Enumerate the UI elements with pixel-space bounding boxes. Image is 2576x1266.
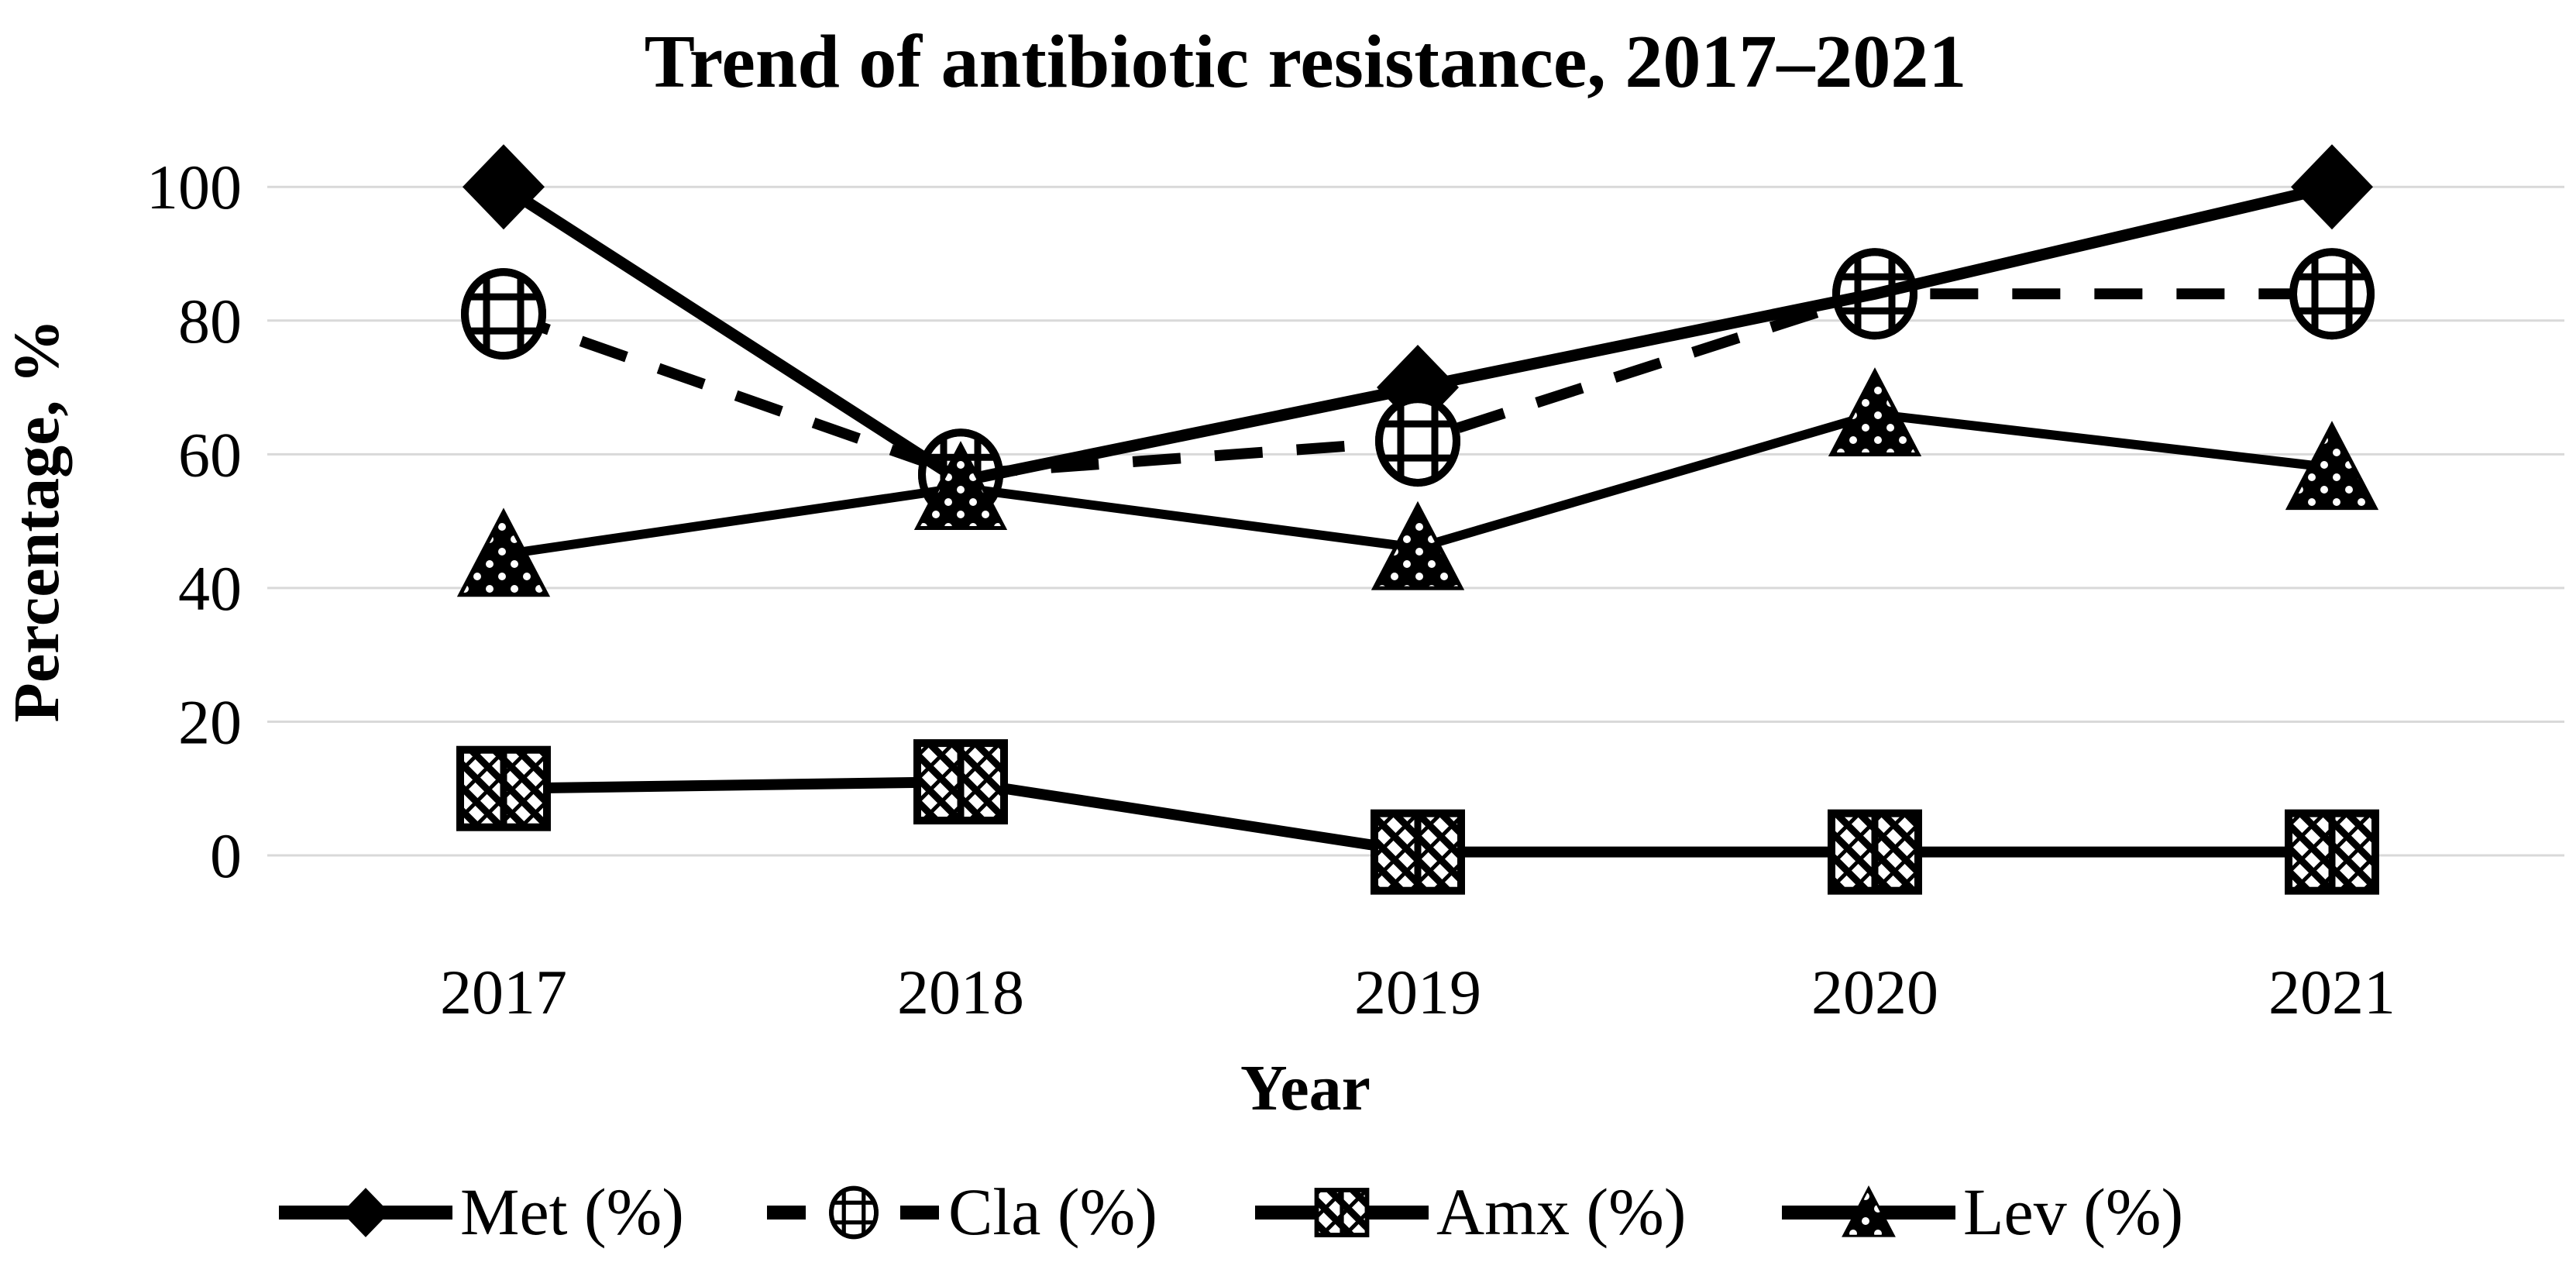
circle-grid-marker <box>1375 395 1460 487</box>
x-tick-label: 2019 <box>1354 957 1481 1027</box>
x-tick-label: 2020 <box>1811 957 1938 1027</box>
legend-item-lev: Lev (%) <box>1782 1175 2183 1249</box>
dotted-triangle-marker <box>456 507 551 597</box>
circle-grid-marker <box>2289 248 2375 340</box>
hatched-square-marker <box>1314 1188 1370 1237</box>
x-tick-label: 2018 <box>897 957 1024 1027</box>
legend-label: Lev (%) <box>1963 1175 2183 1249</box>
y-tick-label: 20 <box>178 686 242 757</box>
dotted-triangle-marker <box>913 441 1008 530</box>
x-tick-label: 2021 <box>2268 957 2395 1027</box>
x-axis-tick-labels: 2017 2018 2019 2020 2021 <box>440 957 2395 1027</box>
legend-item-cla: Cla (%) <box>767 1175 1157 1249</box>
dotted-triangle-marker <box>1828 367 1922 457</box>
series-markers-lev <box>456 367 2379 597</box>
dotted-triangle-marker <box>2285 421 2379 511</box>
chart-title: Trend of antibiotic resistance, 2017–202… <box>645 20 1967 104</box>
legend-label: Met (%) <box>460 1175 684 1249</box>
y-tick-label: 100 <box>146 152 242 222</box>
y-tick-label: 0 <box>210 820 242 891</box>
y-axis-title: Percentage, % <box>1 319 73 723</box>
diamond-marker <box>342 1188 390 1237</box>
y-tick-label: 80 <box>178 286 242 356</box>
y-tick-label: 40 <box>178 553 242 624</box>
legend-label: Amx (%) <box>1436 1175 1686 1249</box>
circle-grid-marker <box>829 1185 879 1240</box>
x-tick-label: 2017 <box>440 957 567 1027</box>
dotted-triangle-marker <box>1371 501 1465 590</box>
hatched-square-marker <box>456 745 551 831</box>
y-axis-tick-labels: 0 20 40 60 80 100 <box>146 152 242 891</box>
legend-item-amx: Amx (%) <box>1255 1175 1686 1249</box>
legend: Met (%) Cla (%) Amx (%) Lev (%) <box>279 1175 2183 1249</box>
circle-grid-marker <box>461 268 546 360</box>
hatched-square-marker <box>913 739 1008 825</box>
dotted-triangle-marker <box>1842 1185 1896 1237</box>
series-line-met <box>500 181 2334 487</box>
hatched-square-marker <box>2285 809 2379 895</box>
legend-label: Cla (%) <box>948 1175 1157 1249</box>
plot-area <box>456 144 2379 895</box>
hatched-square-marker <box>1828 809 1922 895</box>
series-markers-amx <box>456 739 2379 895</box>
legend-item-met: Met (%) <box>279 1175 684 1249</box>
x-axis-title: Year <box>1240 1052 1371 1124</box>
hatched-square-marker <box>1371 809 1465 895</box>
y-tick-label: 60 <box>178 419 242 490</box>
